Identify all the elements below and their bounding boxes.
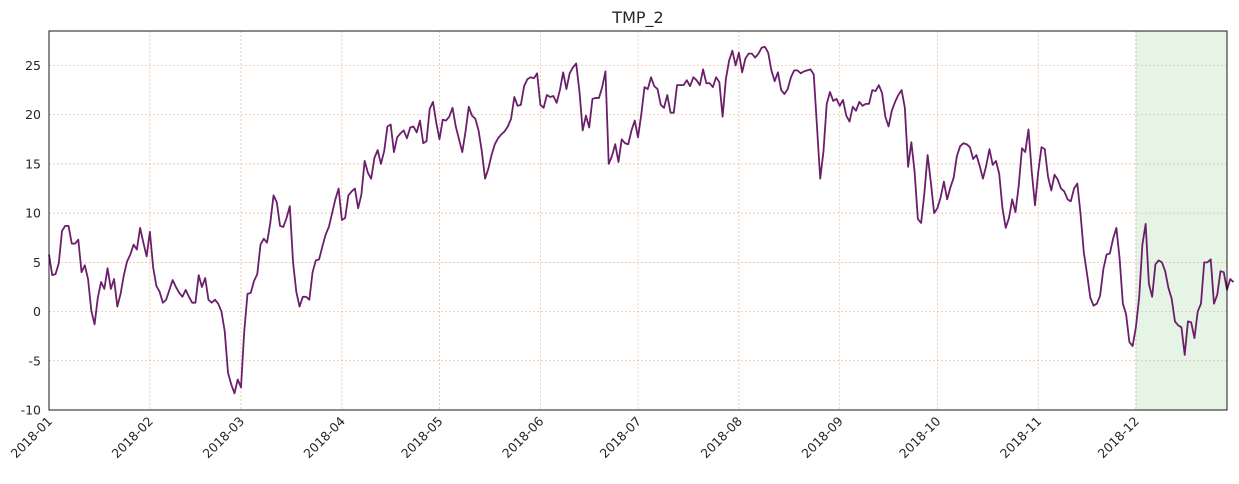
x-tick-label: 2018-10 xyxy=(896,413,944,461)
highlight-region-layer xyxy=(1135,31,1227,410)
x-tick-label: 2018-02 xyxy=(108,414,156,462)
y-tick-label: -5 xyxy=(29,353,41,368)
series-line-tmp-2 xyxy=(48,45,1235,395)
x-tick-labels: 2018-01 2018-02 2018-03 2018-04 2018-05 2018-… xyxy=(8,413,1142,461)
x-tick-label: 2018-12 xyxy=(1094,414,1142,462)
x-tick-label: 2018-11 xyxy=(997,414,1045,462)
y-tick-labels: -10 -5 0 5 10 15 20 25 xyxy=(21,58,41,418)
x-tick-label: 2018-01 xyxy=(8,414,56,462)
x-tick-label: 2018-04 xyxy=(300,413,348,461)
x-tick-label: 2018-03 xyxy=(200,414,248,462)
x-tick-label: 2018-09 xyxy=(798,413,846,461)
y-tick-label: 25 xyxy=(25,58,41,73)
y-tick-label: 0 xyxy=(33,304,41,319)
x-tick-label: 2018-05 xyxy=(398,414,446,462)
x-tick-label: 2018-07 xyxy=(597,414,645,462)
y-tick-label: 10 xyxy=(25,206,41,221)
chart-title: TMP_2 xyxy=(611,8,663,28)
y-tick-label: 20 xyxy=(25,107,41,122)
x-tick-label: 2018-06 xyxy=(499,413,547,461)
forecast-highlight-region xyxy=(1135,31,1227,410)
series-layer xyxy=(48,45,1235,395)
y-tick-label: 15 xyxy=(25,156,41,171)
x-tick-label: 2018-08 xyxy=(697,413,745,461)
plot-frame xyxy=(48,30,1228,411)
y-tick-label: -10 xyxy=(21,403,41,418)
y-tick-label: 5 xyxy=(33,255,41,270)
